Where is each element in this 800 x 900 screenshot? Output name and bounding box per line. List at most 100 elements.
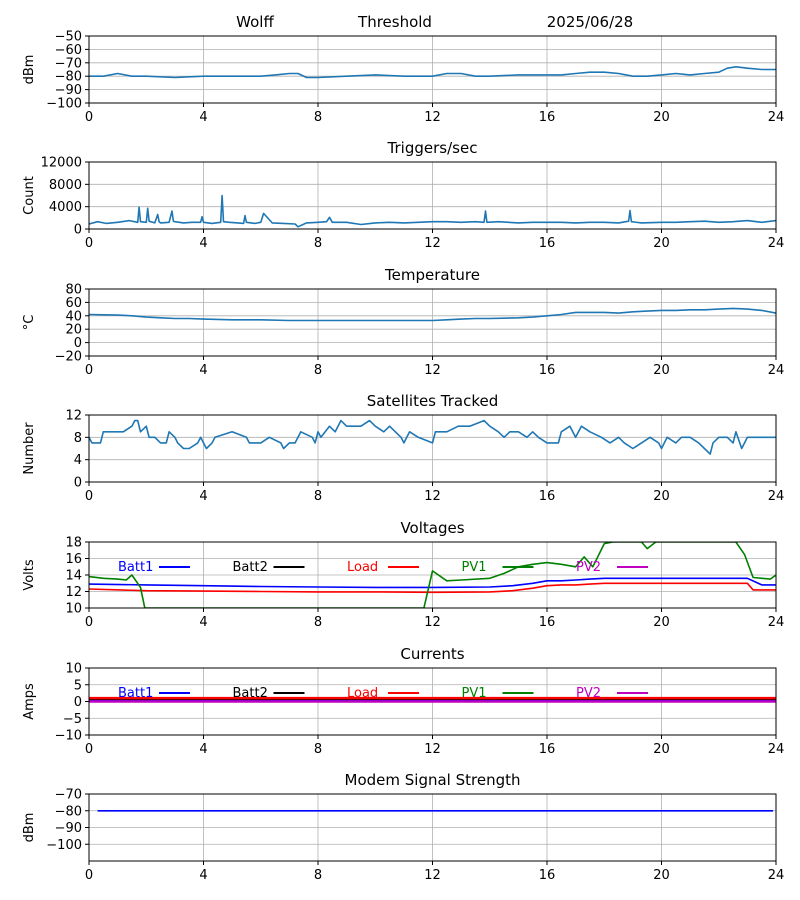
chart-title: Satellites Tracked	[367, 392, 498, 410]
y-tick-label: 10	[65, 662, 82, 677]
x-tick-label: 24	[768, 110, 785, 125]
y-tick-label: 60	[65, 296, 82, 311]
y-tick-label: 80	[65, 283, 82, 298]
x-tick-label: 8	[314, 236, 322, 251]
x-tick-label: 20	[653, 615, 670, 630]
x-tick-label: 16	[539, 868, 556, 883]
legend-label-batt2: Batt2	[233, 560, 268, 575]
x-tick-label: 16	[539, 742, 556, 757]
y-axis-label: Volts	[22, 559, 37, 591]
y-tick-label: −60	[55, 43, 82, 58]
y-tick-label: −100	[46, 97, 82, 112]
x-tick-label: 12	[424, 489, 441, 504]
x-tick-label: 8	[314, 615, 322, 630]
y-tick-label: −80	[55, 804, 82, 819]
x-tick-label: 12	[424, 742, 441, 757]
y-axis-label: dBm	[22, 813, 37, 843]
y-tick-label: −90	[55, 83, 82, 98]
x-tick-label: 0	[85, 742, 93, 757]
x-tick-label: 4	[199, 615, 207, 630]
x-tick-label: 20	[653, 363, 670, 378]
legend-label-pv1: PV1	[462, 686, 487, 701]
y-tick-label: 0	[74, 476, 82, 491]
legend-label-batt1: Batt1	[118, 560, 153, 575]
x-tick-label: 24	[768, 615, 785, 630]
x-tick-label: 20	[653, 236, 670, 251]
x-tick-label: 24	[768, 236, 785, 251]
x-tick-label: 12	[424, 236, 441, 251]
chart-title: Temperature	[384, 266, 480, 284]
x-tick-label: 20	[653, 742, 670, 757]
y-tick-label: 0	[74, 695, 82, 710]
x-tick-label: 12	[424, 110, 441, 125]
x-tick-label: 24	[768, 742, 785, 757]
series-line	[89, 307, 776, 322]
x-tick-label: 0	[85, 868, 93, 883]
y-tick-label: −70	[55, 788, 82, 803]
chart-title: Modem Signal Strength	[345, 771, 521, 789]
y-tick-label: 16	[65, 552, 82, 567]
y-tick-label: −100	[46, 838, 82, 853]
x-tick-label: 16	[539, 615, 556, 630]
chart-triggers: 0 4 8 12 16 20 24 0 4000 8000 12000 Triggers/sec Cou…	[22, 139, 784, 251]
y-tick-label: 4000	[49, 200, 82, 215]
x-tick-label: 24	[768, 363, 785, 378]
x-tick-label: 4	[199, 868, 207, 883]
legend-label-batt1: Batt1	[118, 686, 153, 701]
header-station: Wolff	[236, 13, 274, 31]
y-axis-label: Number	[22, 422, 37, 475]
x-tick-label: 24	[768, 489, 785, 504]
y-tick-label: −80	[55, 70, 82, 85]
x-tick-label: 12	[424, 868, 441, 883]
x-tick-label: 12	[424, 363, 441, 378]
y-tick-label: 0	[74, 223, 82, 238]
y-tick-label: 12	[65, 409, 82, 424]
x-tick-label: 16	[539, 363, 556, 378]
y-tick-label: 0	[74, 336, 82, 351]
x-tick-label: 20	[653, 489, 670, 504]
series-line	[89, 419, 776, 455]
x-tick-label: 8	[314, 868, 322, 883]
y-axis-label: Count	[22, 176, 37, 215]
legend-label-pv2: PV2	[576, 686, 601, 701]
y-tick-label: −50	[55, 30, 82, 45]
chart-noise: 0 4 8 12 16 20 24 −100−90−80−70−60−50 dBm	[22, 30, 784, 126]
series-line	[89, 194, 776, 228]
y-tick-label: 40	[65, 309, 82, 324]
x-tick-label: 4	[199, 110, 207, 125]
x-tick-label: 4	[199, 489, 207, 504]
y-tick-label: −90	[55, 821, 82, 836]
series-line	[89, 66, 776, 79]
y-tick-label: 10	[65, 602, 82, 617]
chart-satellites: 0 4 8 12 16 20 24 0 4 8 12 Satellites Tracked Number	[22, 392, 784, 504]
y-axis-label: °C	[22, 315, 37, 331]
series-line-batt1	[89, 577, 776, 589]
x-tick-label: 8	[314, 110, 322, 125]
x-tick-label: 4	[199, 363, 207, 378]
x-tick-label: 8	[314, 489, 322, 504]
legend-label-pv2: PV2	[576, 560, 601, 575]
y-tick-label: 4	[74, 453, 82, 468]
x-tick-label: 16	[539, 236, 556, 251]
chart-title: Triggers/sec	[387, 139, 478, 157]
header-mode: Threshold	[357, 13, 432, 31]
x-tick-label: 0	[85, 110, 93, 125]
y-tick-label: −20	[55, 350, 82, 365]
x-tick-label: 24	[768, 868, 785, 883]
y-tick-label: 12	[65, 585, 82, 600]
x-tick-label: 20	[653, 868, 670, 883]
y-tick-label: 8000	[49, 178, 82, 193]
x-tick-label: 0	[85, 489, 93, 504]
x-tick-label: 12	[424, 615, 441, 630]
legend-label-pv1: PV1	[462, 560, 487, 575]
x-tick-label: 8	[314, 742, 322, 757]
x-tick-label: 0	[85, 363, 93, 378]
y-tick-label: 14	[65, 569, 82, 584]
y-tick-label: 8	[74, 431, 82, 446]
x-tick-label: 20	[653, 110, 670, 125]
y-tick-label: 18	[65, 536, 82, 551]
